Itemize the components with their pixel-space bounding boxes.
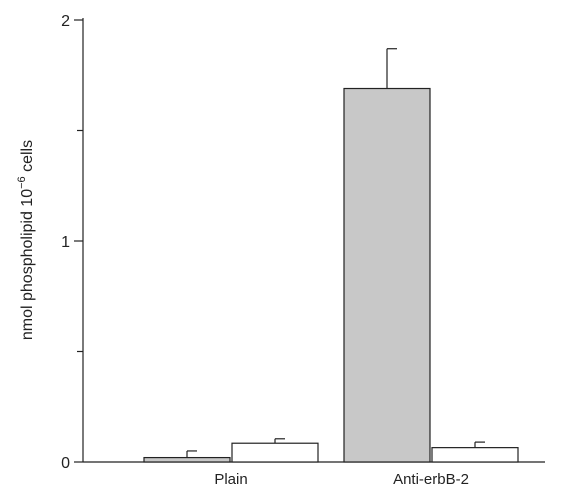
y-tick-label: 0 xyxy=(61,455,70,472)
y-axis-ticks: 0 1 2 xyxy=(61,13,83,472)
y-axis-label-unit: cells xyxy=(19,140,36,176)
y-axis-label-main: nmol phospholipid 10 xyxy=(19,189,36,340)
x-tick-label: Anti-erbB-2 xyxy=(393,471,469,488)
y-tick-label: 2 xyxy=(61,13,70,30)
y-tick-label: 1 xyxy=(61,234,70,251)
bars xyxy=(143,48,519,463)
x-axis-category-labels: Plain Anti-erbB-2 xyxy=(214,471,469,488)
y-axis-label-exponent: −6 xyxy=(16,176,28,189)
bar xyxy=(143,456,231,463)
bar xyxy=(431,447,519,463)
x-tick-label: Plain xyxy=(214,471,247,488)
bar xyxy=(231,442,319,463)
bar xyxy=(343,87,431,463)
y-axis-label: nmol phospholipid 10−6 cells xyxy=(16,140,36,340)
